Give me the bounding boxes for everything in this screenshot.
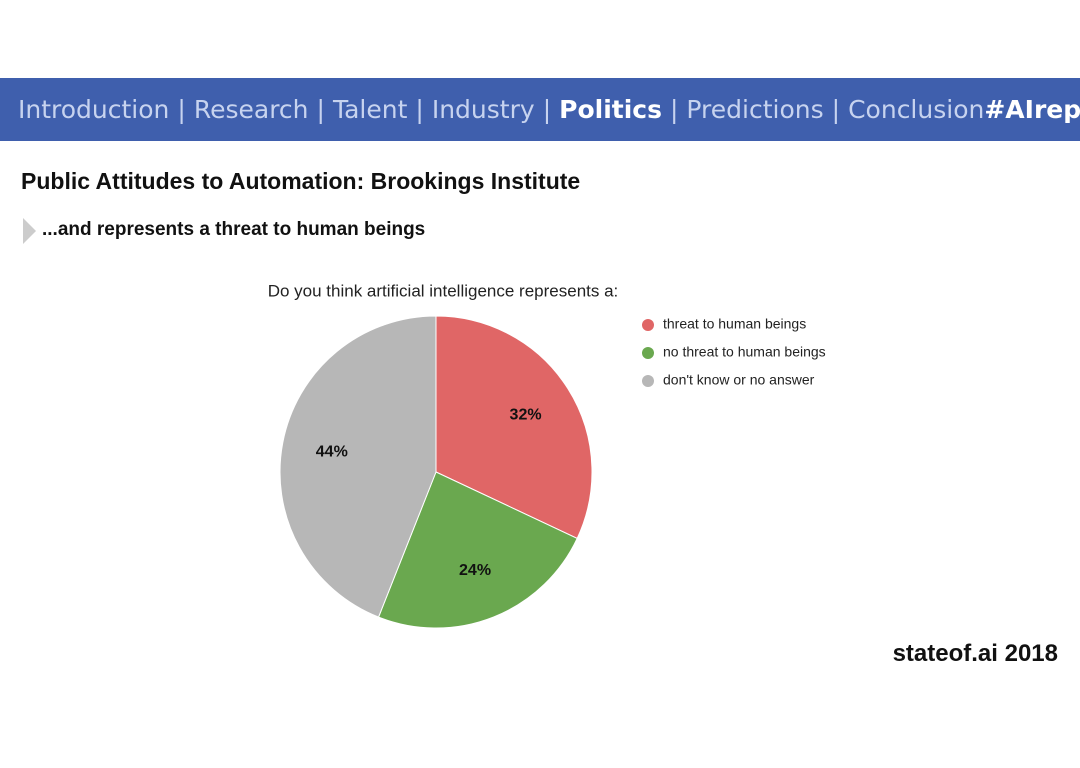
nav-separator: | [542,95,552,124]
nav-item[interactable]: Talent [332,95,408,124]
nav-separator: | [415,95,424,124]
bullet-arrow [23,218,36,244]
nav-item[interactable]: Conclusion [848,95,985,124]
nav-item[interactable]: Politics [559,95,662,124]
nav-separator: | [316,95,325,124]
data-label: 32% [510,406,542,423]
brand: stateof.ai 2018 [892,640,1058,667]
chart-title: Do you think artificial intelligence rep… [268,281,619,300]
legend-marker [642,347,654,359]
nav-separator: | [831,95,841,124]
nav-item[interactable]: Predictions [686,95,824,124]
nav-item[interactable]: Introduction [18,95,170,124]
data-label: 44% [316,443,348,460]
nav-bar: Introduction | Research | Talent | Industry | Po… [0,78,1080,141]
nav-separator: | [177,95,186,124]
pie-slice [279,315,437,618]
pie-slice [377,471,578,629]
slide-subtitle: ...and represents a threat to human bein… [42,219,426,240]
nav-items: Introduction | Research | Talent | Industry | Po… [18,95,984,124]
nav-separator: | [669,95,679,124]
nav-item[interactable]: Research [193,95,309,124]
hashtag: #AIreport [984,95,1080,124]
pie-slice [435,315,593,540]
legend-label: threat to human beings [663,316,806,332]
legend-label: don't know or no answer [663,372,815,388]
legend-marker [642,375,654,387]
data-label: 24% [459,562,491,579]
legend-marker [642,319,654,331]
slide-title: Public Attitudes to Automation: Brooking… [21,168,581,194]
nav-item[interactable]: Industry [431,95,535,124]
legend-label: no threat to human beings [663,344,826,360]
